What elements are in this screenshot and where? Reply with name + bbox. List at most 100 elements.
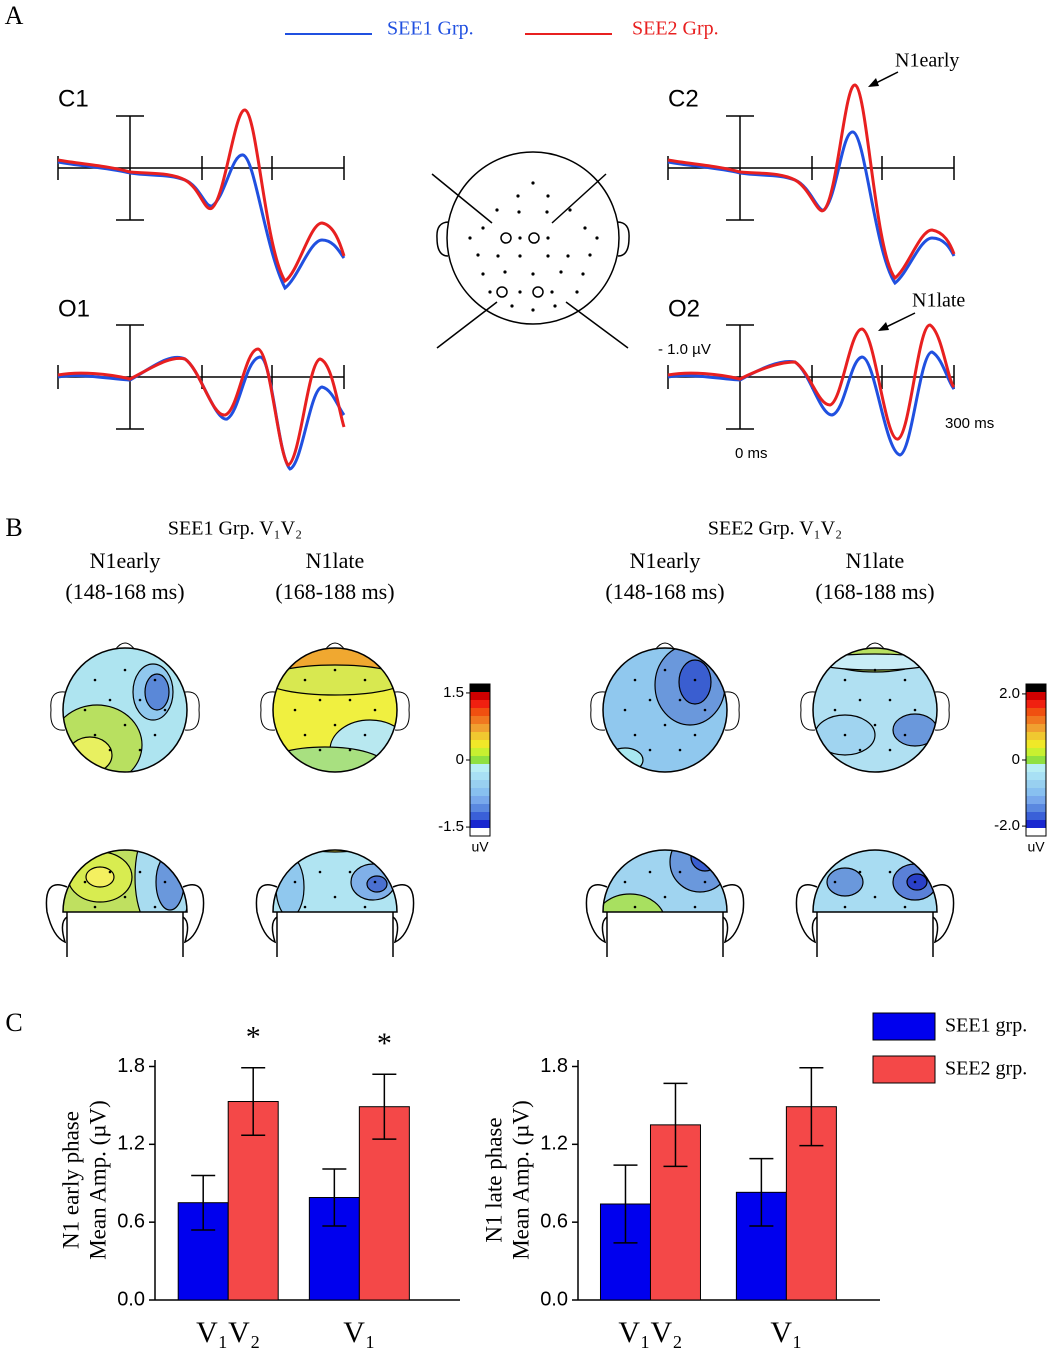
window-range: (148-168 ms) [605,579,724,604]
electrode [373,708,377,712]
window-range: (168-188 ms) [815,579,934,604]
window-name: N1late [846,548,905,573]
electrode [318,698,322,702]
electrode [873,895,877,899]
electrode [153,733,157,737]
colorbar-segment [470,692,490,701]
electrode [333,723,337,727]
electrode [488,290,492,294]
colorbar-label: 1.5 [443,684,464,701]
ear [795,884,818,944]
electrode [93,678,97,682]
electrode [93,733,97,737]
electrode [333,895,337,899]
colorbar-segment [1026,788,1046,797]
topomap-region [892,713,937,747]
electrode [833,708,837,712]
colorbar-segment [470,820,490,829]
topomap-region [275,825,395,849]
scale-label: 0 ms [735,445,768,462]
window-range: (168-188 ms) [275,579,394,604]
electrode [843,678,847,682]
colorbar-segment [470,772,490,781]
error-bar [749,1157,774,1227]
electrode [550,290,554,294]
electrode [843,733,847,737]
colorbar-segment [470,724,490,733]
electrode [663,723,667,727]
colorbar-label: 0 [1012,751,1020,768]
electrode-diagram [431,151,630,349]
electrode [559,270,563,274]
electrode [595,236,599,240]
electrode [138,698,142,702]
electrode [531,308,535,312]
y-tick-label: 1.8 [117,1055,145,1077]
ear [184,691,200,731]
colorbar-segment [1026,828,1046,837]
erp-wave [57,347,346,467]
channel-label: O1 [58,295,90,322]
colorbar-segment [1026,724,1046,733]
ear [50,691,66,731]
colorbar-segment [1026,708,1046,717]
colorbar-segment [470,812,490,821]
topomap-title: SEE2 Grp. V₁V₂ [708,518,842,540]
colorbar-label: -1.5 [438,818,464,835]
erp-wave [57,153,346,291]
electrode [303,905,307,909]
error-bar [191,1174,216,1231]
topomap-region [906,873,928,891]
topomap-region [327,915,343,929]
electrode [153,850,157,854]
electrode [888,748,892,752]
electrode [678,748,682,752]
channel-label: O2 [668,295,700,322]
colorbar-segment [470,828,490,837]
electrode [678,870,682,874]
electrode [833,880,837,884]
erp-wave [667,323,956,441]
electrode [510,304,514,308]
electrode [373,880,377,884]
electrode [123,723,127,727]
y-tick-label: 0.6 [540,1210,568,1232]
electrode [553,304,557,308]
x-tick-label: V₁ [343,1316,375,1349]
head-outline [272,647,398,773]
topomap [603,850,727,912]
electrode [363,905,367,909]
electrode [163,880,167,884]
electrode [109,921,112,924]
electrode [648,748,652,752]
electrode [843,905,847,909]
electrode [588,253,592,257]
electrode [293,880,297,884]
electrode [153,678,157,682]
ear [722,884,745,944]
electrode [495,208,499,212]
topomap-region [275,856,305,912]
colorbar-segment [1026,684,1046,693]
topomap-region [603,893,666,912]
topomap-region [605,763,635,772]
channel-label: C2 [668,85,699,112]
head-outline [272,849,398,913]
electrode [546,236,550,240]
electrode [913,708,917,712]
colorbar-segment [1026,732,1046,741]
electrode [83,708,87,712]
colorbar-segment [470,788,490,797]
electrode [843,850,847,854]
ear [392,884,415,944]
arrow-head [868,78,879,87]
electrode [889,921,892,924]
colorbar-label: 0 [456,751,464,768]
head-outline [602,849,728,913]
error-bar [613,1164,638,1244]
electrode [108,870,112,874]
electrode [481,226,485,230]
significance: * [377,1027,392,1060]
electrode [903,678,907,682]
